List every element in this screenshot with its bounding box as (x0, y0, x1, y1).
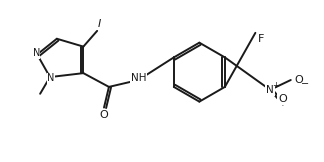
Text: I: I (98, 19, 101, 29)
Text: O: O (279, 94, 287, 104)
Text: O: O (100, 110, 109, 120)
Text: O: O (294, 75, 303, 85)
Text: NH: NH (131, 73, 146, 83)
Text: −: − (301, 79, 309, 89)
Text: F: F (258, 34, 264, 44)
Text: N: N (47, 73, 55, 83)
Text: N: N (32, 48, 40, 58)
Text: N: N (266, 85, 274, 95)
Text: +: + (272, 81, 279, 90)
